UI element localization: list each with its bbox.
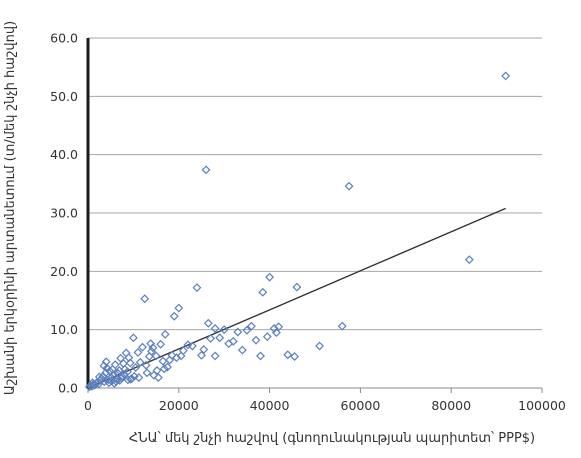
data-point-0-79 (271, 328, 281, 338)
gridlines (88, 37, 542, 331)
data-point-0-89 (88, 378, 97, 388)
data-point-0-30 (125, 358, 135, 368)
data-point-0-27 (121, 348, 131, 358)
data-point-0-75 (258, 287, 268, 297)
data-point-0-107 (152, 366, 162, 375)
data-point-0-33 (131, 363, 141, 373)
data-point-0-11 (99, 377, 109, 387)
data-point-0-65 (215, 333, 225, 343)
data-point-0-103 (134, 373, 144, 382)
data-point-0-98 (117, 373, 127, 383)
data-point-0-77 (265, 272, 275, 282)
data-point-0-61 (203, 318, 213, 328)
data-point-0-37 (140, 294, 150, 304)
data-point-0-56 (187, 341, 197, 351)
data-point-0-82 (290, 352, 300, 361)
data-point-0-72 (246, 321, 256, 331)
data-point-0-80 (274, 322, 284, 332)
data-point-0-85 (337, 321, 347, 331)
data-point-0-36 (138, 342, 147, 352)
axes (86, 38, 543, 393)
y-tick-label-4: 40.0 (50, 147, 78, 162)
data-point-0-104 (141, 360, 151, 370)
data-point-0-66 (219, 325, 229, 335)
data-point-0-106 (148, 343, 158, 353)
y-tick-label-0: 0.0 (58, 381, 78, 396)
data-point-0-45 (158, 356, 168, 366)
data-point-0-57 (192, 283, 202, 293)
data-point-0-70 (237, 345, 247, 355)
data-point-0-52 (174, 303, 184, 313)
data-point-0-63 (210, 324, 220, 333)
data-point-0-19 (110, 360, 120, 370)
data-point-0-51 (172, 353, 181, 363)
data-point-0-88 (501, 71, 511, 81)
data-point-0-84 (315, 341, 324, 351)
data-point-0-108 (159, 364, 169, 374)
y-tick-label-1: 10.0 (50, 322, 78, 337)
data-point-0-55 (183, 340, 193, 350)
y-axis-title: Աշխանի երկօրինի արտանետում (տ/մեկ շնչի հ… (3, 21, 18, 395)
data-point-0-95 (109, 378, 119, 388)
data-point-0-12 (101, 368, 111, 378)
x-tick-label-3: 60000 (341, 398, 381, 413)
data-point-0-49 (167, 350, 177, 360)
tick-labels: 0.0 10.0 20.0 30.0 40.0 50.0 60.0 0 20000 40000 60… (50, 31, 566, 414)
data-point-0-93 (104, 378, 114, 388)
y-tick-label-5: 50.0 (50, 89, 78, 104)
data-point-0-62 (206, 333, 216, 343)
data-point-0-69 (233, 327, 243, 337)
data-point-0-87 (464, 255, 474, 265)
data-point-0-92 (101, 357, 111, 367)
x-tick-label-5: 100000 (518, 398, 566, 413)
data-point-0-68 (228, 336, 238, 346)
data-point-0-96 (111, 377, 121, 387)
x-axis-title: ՀՆԱ՝ մեկ շնչի հաշվով (գնողունակության պա… (129, 431, 535, 446)
y-tick-label-6: 60.0 (50, 31, 78, 46)
data-point-0-38 (142, 368, 152, 378)
data-point-0-81 (283, 350, 293, 360)
data-point-0-64 (210, 351, 220, 361)
data-point-0-83 (292, 282, 302, 292)
y-tick-label-2: 20.0 (50, 264, 78, 279)
data-point-0-46 (160, 329, 170, 339)
x-tick-label-1: 20000 (159, 398, 199, 413)
x-tick-label-2: 40000 (250, 398, 290, 413)
x-tick-label-0: 0 (84, 398, 92, 413)
y-tick-label-3: 30.0 (50, 206, 78, 221)
trendline (87, 207, 506, 389)
data-point-0-74 (256, 351, 265, 361)
data-point-0-97 (115, 375, 125, 385)
data-point-0-99 (119, 370, 129, 380)
data-point-0-44 (156, 339, 166, 349)
data-point-0-32 (128, 333, 138, 343)
data-point-0-76 (262, 332, 272, 342)
data-point-0-59 (199, 345, 209, 354)
data-point-0-73 (251, 335, 261, 345)
data-point-0-42 (151, 351, 161, 361)
data-point-0-54 (178, 346, 188, 356)
x-tick-label-4: 80000 (431, 398, 471, 413)
data-point-0-102 (129, 371, 139, 381)
data-point-0-71 (242, 325, 252, 335)
data-point-0-58 (197, 350, 206, 360)
data-point-0-90 (94, 372, 104, 382)
data-point-0-60 (201, 165, 211, 175)
data-points (84, 71, 511, 392)
data-point-0-34 (133, 347, 143, 357)
data-point-0-35 (135, 357, 145, 367)
data-point-0-86 (344, 181, 354, 191)
data-point-0-50 (169, 311, 179, 321)
trendline-layer (87, 207, 506, 389)
data-point-0-43 (153, 373, 163, 382)
data-point-0-100 (123, 375, 133, 385)
